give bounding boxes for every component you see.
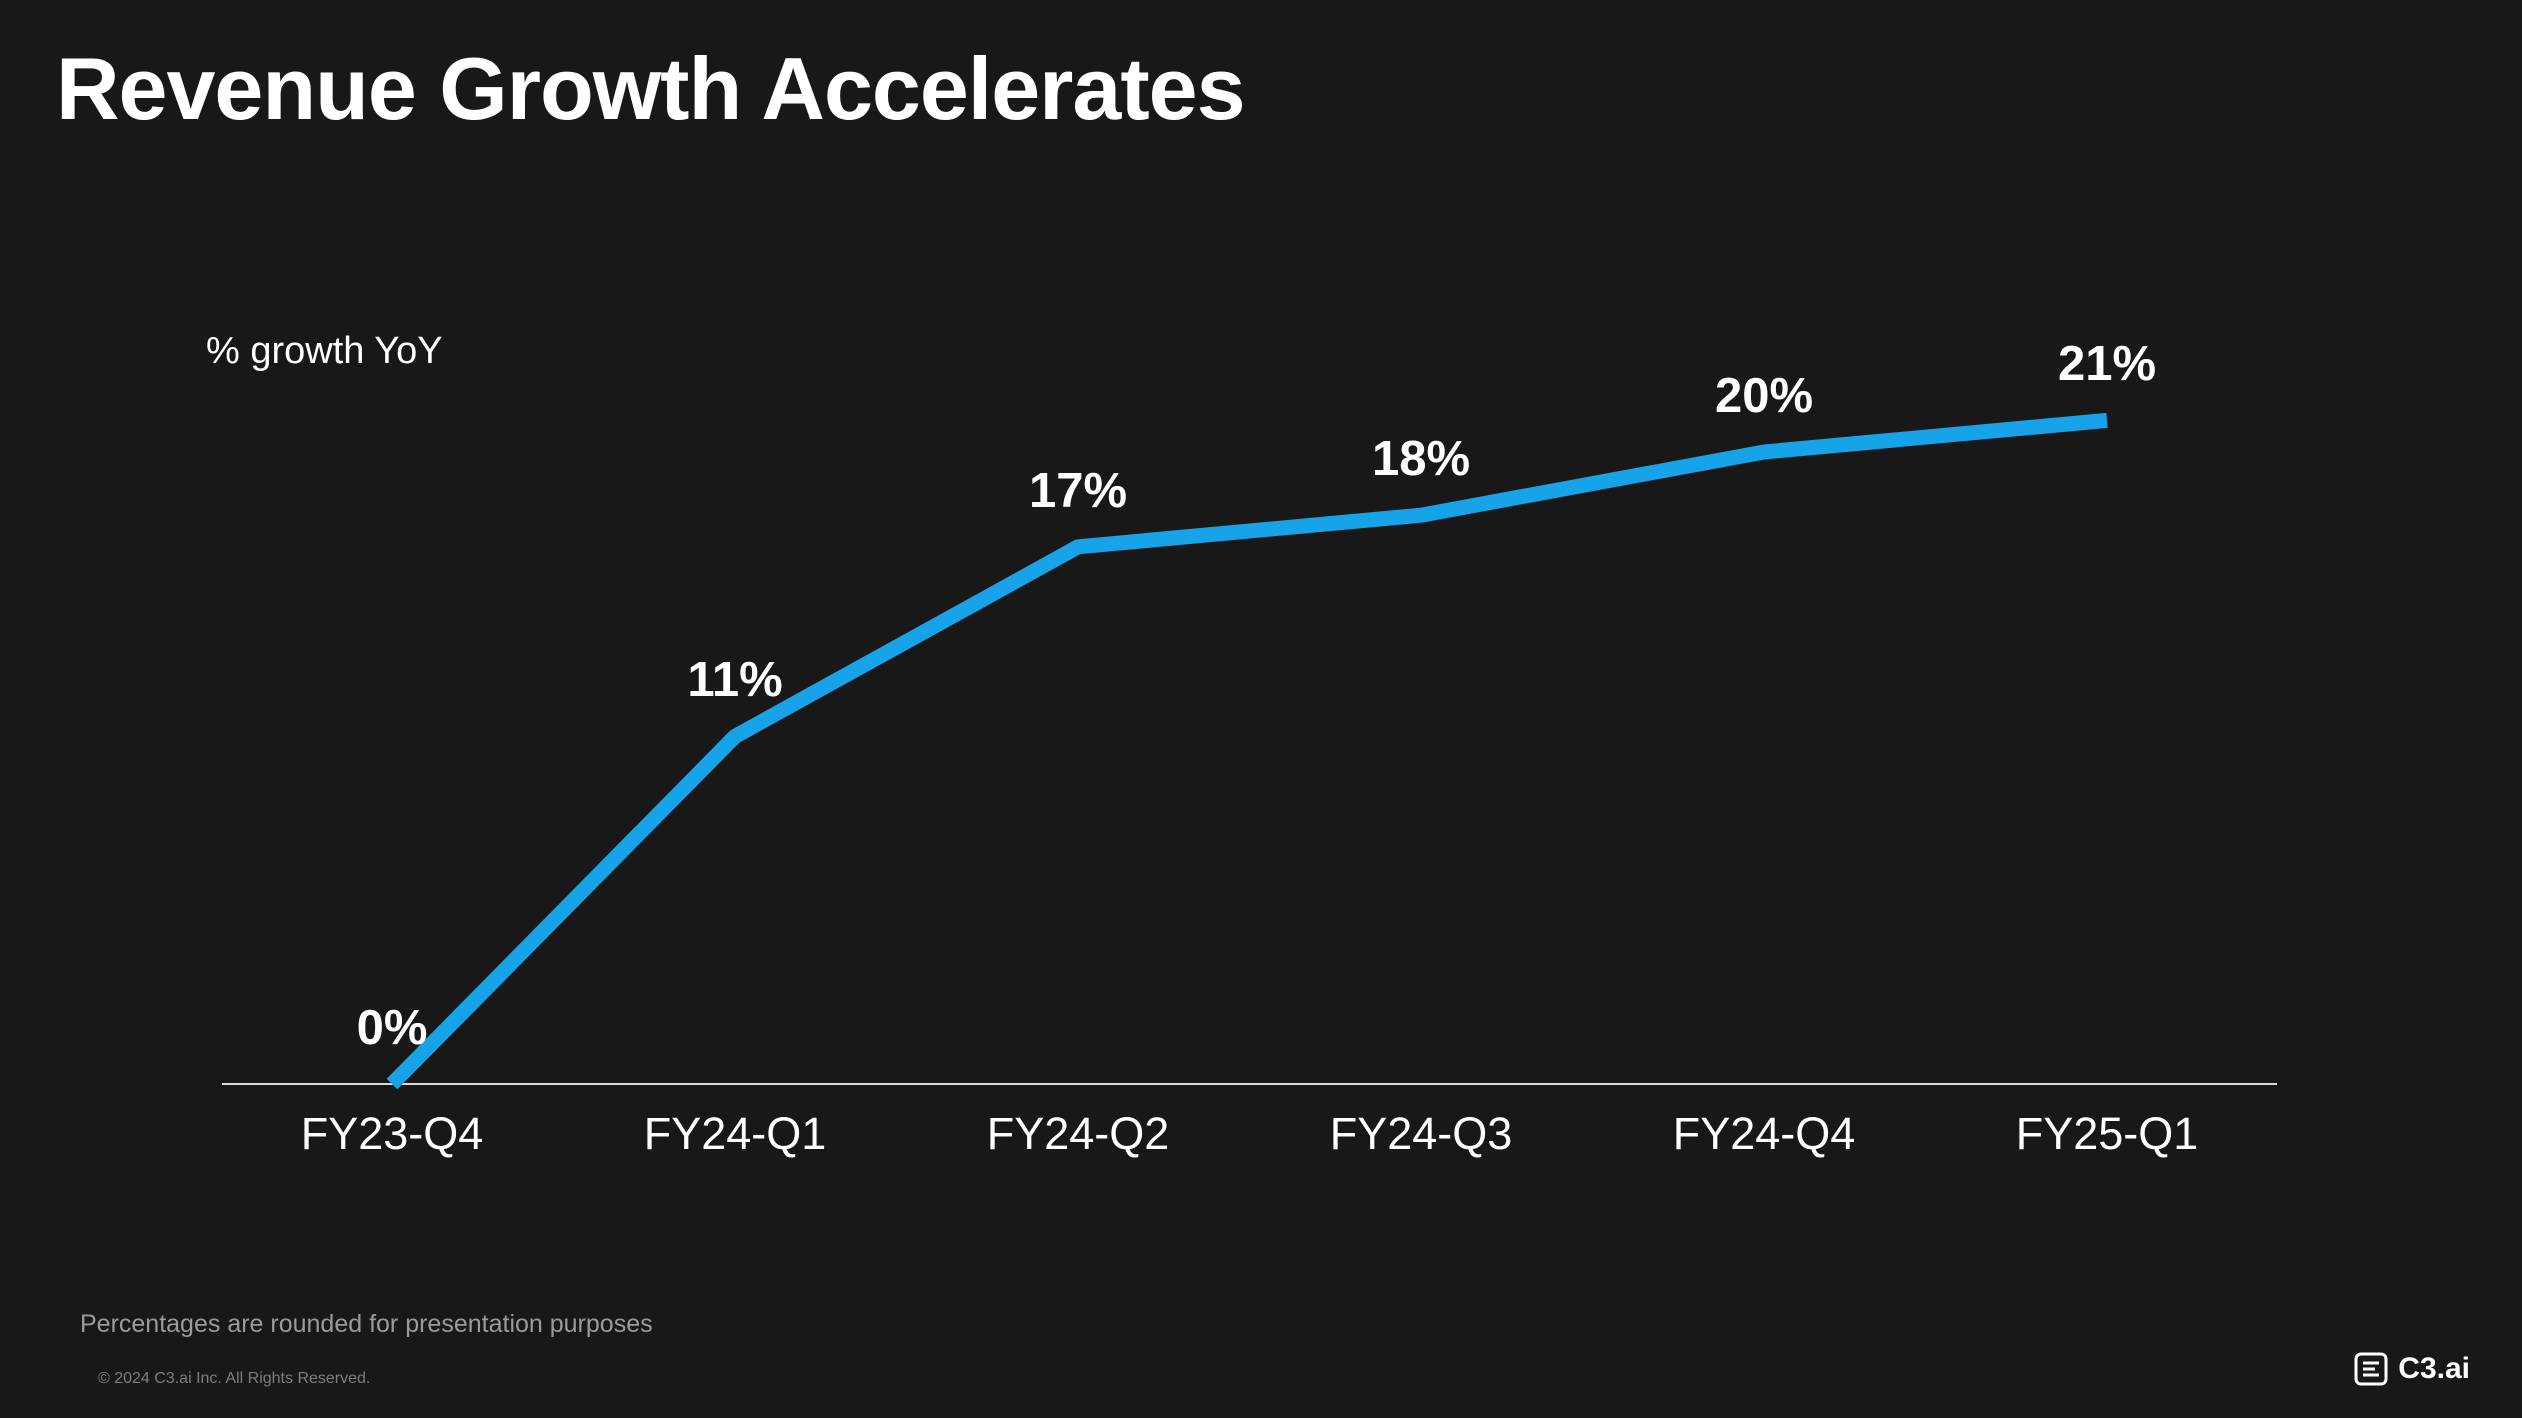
- x-tick-label: FY24-Q3: [1329, 1108, 1513, 1159]
- x-tick-label: FY23-Q4: [300, 1108, 484, 1159]
- data-label: 11%: [687, 653, 783, 708]
- copyright: © 2024 C3.ai Inc. All Rights Reserved.: [98, 1370, 371, 1387]
- y-axis-label: % growth YoY: [206, 330, 443, 372]
- x-tick-label: FY24-Q4: [1672, 1108, 1856, 1159]
- c3-logo-icon: [2354, 1352, 2388, 1386]
- page-title: Revenue Growth Accelerates: [56, 39, 1246, 138]
- data-label: 20%: [1714, 369, 1814, 423]
- x-tick-label: FY25-Q1: [2015, 1108, 2199, 1159]
- brand-lockup: C3.ai: [2354, 1352, 2470, 1386]
- data-label: 18%: [1371, 432, 1471, 487]
- growth-line: [386, 412, 2108, 1090]
- x-tick-label: FY24-Q2: [986, 1108, 1170, 1159]
- brand-text: C3.ai: [2398, 1352, 2470, 1385]
- footnote: Percentages are rounded for presentation…: [80, 1310, 653, 1338]
- data-label: 21%: [2057, 337, 2157, 392]
- data-label: 0%: [356, 1001, 428, 1055]
- x-tick-label: FY24-Q1: [643, 1108, 827, 1159]
- data-label: 17%: [1028, 463, 1128, 518]
